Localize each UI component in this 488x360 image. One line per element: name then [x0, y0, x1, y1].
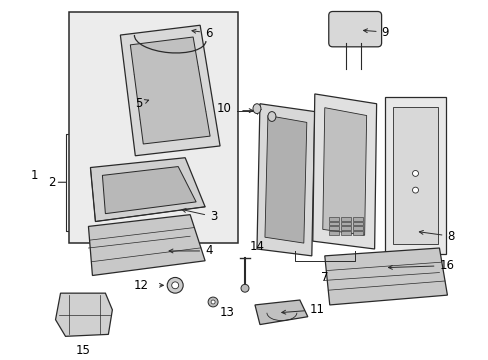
Bar [352, 221, 362, 225]
Polygon shape [312, 94, 376, 249]
Text: 4: 4 [169, 244, 212, 257]
Bar [328, 226, 338, 230]
Polygon shape [102, 167, 196, 214]
Text: 12: 12 [133, 279, 148, 292]
Ellipse shape [412, 171, 418, 176]
Text: 11: 11 [281, 303, 324, 316]
Polygon shape [264, 116, 306, 243]
Text: 3: 3 [182, 208, 217, 223]
Text: 5: 5 [135, 97, 148, 110]
Text: 13: 13 [220, 306, 234, 319]
Bar [328, 221, 338, 225]
Text: 9: 9 [363, 26, 388, 39]
Bar [68, 13, 238, 243]
Bar [340, 231, 350, 235]
Ellipse shape [171, 282, 178, 289]
Ellipse shape [412, 187, 418, 193]
Text: 10: 10 [217, 102, 232, 115]
Polygon shape [256, 104, 314, 256]
Bar [340, 221, 350, 225]
Polygon shape [324, 248, 447, 305]
Bar [352, 226, 362, 230]
Text: 8: 8 [419, 230, 454, 243]
Text: 2: 2 [48, 176, 56, 189]
Polygon shape [384, 97, 446, 254]
Polygon shape [322, 108, 366, 235]
Ellipse shape [267, 112, 275, 121]
Text: 15: 15 [76, 344, 91, 357]
FancyBboxPatch shape [328, 12, 381, 47]
Polygon shape [90, 158, 204, 221]
Text: 1: 1 [31, 169, 39, 182]
Text: 7: 7 [320, 271, 328, 284]
Polygon shape [120, 25, 220, 156]
Text: 14: 14 [249, 240, 264, 253]
Text: 16: 16 [387, 259, 453, 272]
Polygon shape [254, 300, 307, 325]
Ellipse shape [241, 284, 248, 292]
Text: 6: 6 [192, 27, 212, 40]
Bar [328, 231, 338, 235]
Ellipse shape [252, 104, 261, 113]
Polygon shape [56, 293, 112, 336]
Bar [352, 217, 362, 221]
Ellipse shape [167, 278, 183, 293]
Ellipse shape [211, 300, 215, 304]
Bar [340, 226, 350, 230]
Bar [340, 217, 350, 221]
Ellipse shape [208, 297, 218, 307]
Bar [352, 231, 362, 235]
Bar [328, 217, 338, 221]
Polygon shape [88, 215, 204, 275]
Polygon shape [130, 37, 210, 144]
Polygon shape [392, 107, 438, 244]
